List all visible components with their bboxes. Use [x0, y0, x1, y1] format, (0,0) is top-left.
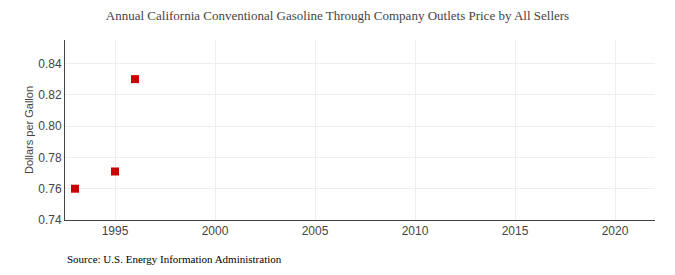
svg-text:2015: 2015	[502, 224, 529, 238]
svg-text:0.84: 0.84	[38, 57, 62, 71]
svg-text:2000: 2000	[202, 224, 229, 238]
svg-text:0.78: 0.78	[38, 151, 62, 165]
svg-text:2020: 2020	[602, 224, 629, 238]
svg-text:1995: 1995	[102, 224, 129, 238]
svg-text:0.74: 0.74	[38, 213, 62, 227]
svg-text:0.76: 0.76	[38, 182, 62, 196]
svg-text:Dollars per Gallon: Dollars per Gallon	[23, 86, 35, 174]
svg-text:2010: 2010	[402, 224, 429, 238]
svg-text:Source: U.S. Energy Informatio: Source: U.S. Energy Information Administ…	[67, 253, 282, 265]
svg-text:2005: 2005	[302, 224, 329, 238]
svg-text:0.80: 0.80	[38, 119, 62, 133]
svg-text:0.82: 0.82	[38, 88, 62, 102]
svg-text:Annual California Conventional: Annual California Conventional Gasoline …	[106, 8, 569, 23]
